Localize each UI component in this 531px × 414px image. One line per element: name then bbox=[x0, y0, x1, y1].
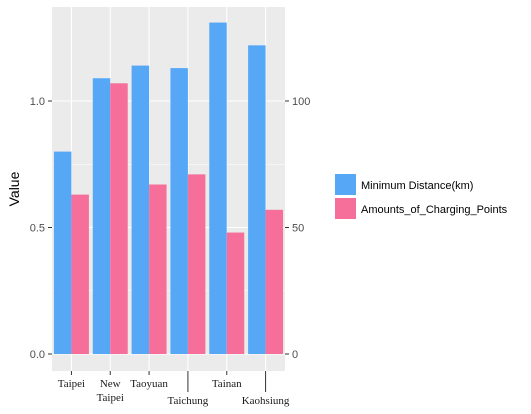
bar-charging-points-taoyuan bbox=[149, 184, 167, 354]
bar-min-distance-kaohsiung bbox=[248, 45, 266, 355]
bar-charging-points-taipei bbox=[71, 194, 89, 354]
x-axis: Taipei New Taipei TaoyuanTaichungTainanKaoh… bbox=[58, 371, 290, 407]
x-tick-label-new-taipei: New Taipei bbox=[97, 378, 124, 404]
x-tick-label-tainan: Tainan bbox=[212, 378, 242, 390]
bar-min-distance-taoyuan bbox=[131, 65, 150, 354]
x-tick-label-taoyuan: Taoyuan bbox=[130, 378, 168, 390]
y-left-tick-label: 0.0 bbox=[30, 349, 45, 361]
y-right-tick-label: 0 bbox=[292, 349, 298, 361]
bar-charging-points-kaohsiung bbox=[265, 209, 284, 354]
legend-key-min-distance bbox=[335, 174, 356, 195]
y-axis-title: Value bbox=[6, 171, 22, 206]
legend: Minimum Distance(km) Amounts_of_Charging_… bbox=[335, 174, 508, 219]
x-tick-label-kaohsiung: Kaohsiung bbox=[242, 395, 290, 407]
legend-label-min-distance: Minimum Distance(km) bbox=[361, 180, 473, 192]
y-right-tick-label: 100 bbox=[292, 96, 310, 108]
bar-charging-points-new-taipei bbox=[110, 83, 128, 354]
x-tick-label-taipei: Taipei bbox=[58, 378, 85, 390]
y-axis-left: 0.0 0.5 1.0 bbox=[30, 96, 52, 361]
legend-label-charging-points: Amounts_of_Charging_Points bbox=[361, 204, 508, 216]
x-tick-label-taichung: Taichung bbox=[168, 395, 209, 407]
y-left-tick-label: 0.5 bbox=[30, 223, 45, 235]
legend-key-charging-points bbox=[335, 198, 356, 219]
bar-min-distance-tainan bbox=[209, 22, 227, 354]
bar-charging-points-tainan bbox=[226, 232, 245, 354]
bar-min-distance-taipei bbox=[53, 151, 72, 354]
y-axis-right: 0 50 100 bbox=[285, 96, 310, 361]
y-right-tick-label: 50 bbox=[292, 223, 304, 235]
plot-panel bbox=[52, 7, 285, 371]
y-left-tick-label: 1.0 bbox=[30, 96, 45, 108]
bars bbox=[53, 22, 284, 355]
bar-min-distance-taichung bbox=[170, 68, 188, 355]
bar-charging-points-taichung bbox=[187, 174, 206, 354]
bar-min-distance-new-taipei bbox=[92, 78, 111, 354]
